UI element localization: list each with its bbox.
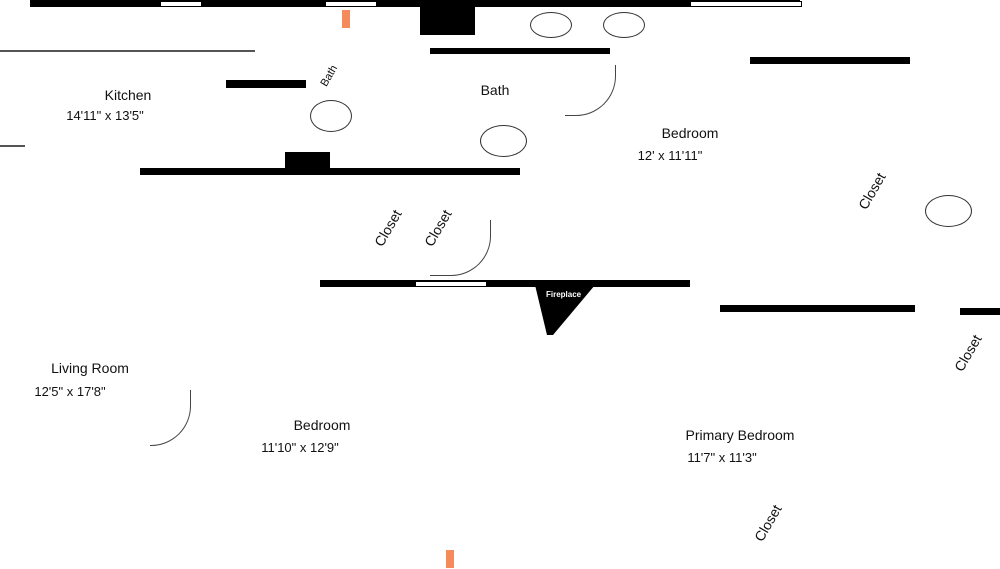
wall [226,80,306,88]
room-name-kitchen: Kitchen [104,87,152,103]
sink [530,12,572,38]
wall [960,308,1000,315]
window [415,281,487,287]
kitchen-counter [0,50,255,52]
room-name-closet: Closet [370,206,405,250]
sink [603,12,645,38]
wall [750,57,910,64]
toilet [310,100,352,132]
room-name-living-room: Living Room [51,360,129,376]
door-swing [565,65,616,116]
room-name-closet: Closet [950,331,985,375]
room-dimensions-primary-bedroom: 11'7" x 11'3" [687,450,757,465]
wall [30,0,800,7]
fireplace-label: Fireplace [546,290,582,299]
room-dimensions-living-room: 12'5" x 17'8" [34,384,106,399]
room-name-bedroom-2: Bedroom [293,417,351,433]
wall [0,145,25,147]
room-name-bath: Bath [480,82,510,98]
room-name-bedroom: Bedroom [661,125,719,141]
room-dimensions-kitchen: 14'11" x 13'5" [66,108,144,123]
room-name-primary-bedroom: Primary Bedroom [685,427,795,443]
room-name-half-bath: Bath [318,63,341,89]
entry-marker [342,10,350,28]
window [325,1,377,7]
wall [420,5,475,35]
wall [285,152,330,170]
door-swing [150,390,191,446]
toilet [480,125,527,157]
window [160,1,202,7]
room-dimensions-bedroom-2: 11'10" x 12'9" [261,440,339,455]
room-dimensions-bedroom: 12' x 11'11" [637,148,703,163]
room-name-closet: Closet [854,169,889,213]
wall [140,168,520,175]
window [690,1,802,7]
wall [720,305,915,312]
toilet [925,195,972,227]
wall [430,48,610,54]
room-name-closet: Closet [750,501,785,545]
entry-marker [446,550,454,568]
wall [320,280,690,287]
